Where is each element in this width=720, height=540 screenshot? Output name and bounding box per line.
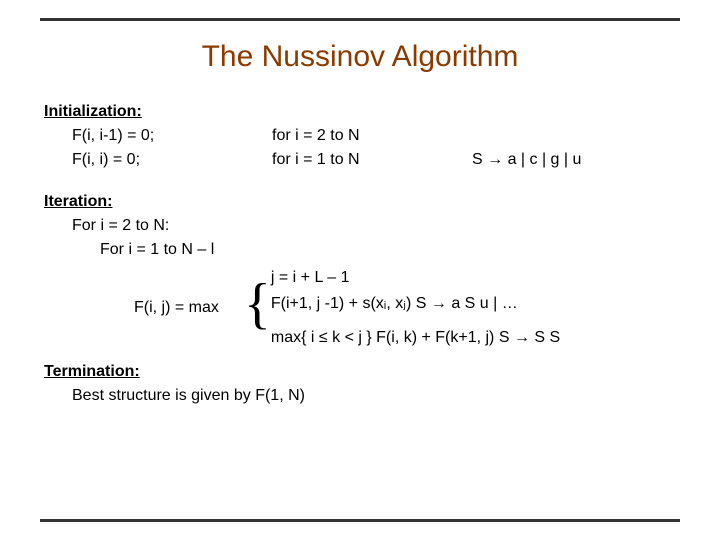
init-lhs-1: F(i, i-1) = 0; bbox=[72, 124, 272, 148]
init-range-1: for i = 2 to N bbox=[272, 124, 472, 148]
left-brace-icon: { bbox=[244, 281, 271, 335]
inner-loop: For i = 1 to N – l bbox=[44, 238, 680, 262]
recurrence-block: F(i, j) = max { j = i + L – 1 F(i+1, j -… bbox=[44, 266, 680, 350]
top-rule bbox=[40, 18, 680, 21]
init-grammar: S → a | c | g | u bbox=[472, 148, 680, 172]
case-1: j = i + L – 1 bbox=[271, 266, 560, 290]
iter-heading: Iteration: bbox=[44, 190, 680, 214]
init-row-1: F(i, i-1) = 0; for i = 2 to N bbox=[44, 124, 680, 148]
case-2: F(i+1, j -1) + s(xᵢ, xⱼ) S → a S u | … bbox=[271, 292, 560, 316]
content-area: Initialization: F(i, i-1) = 0; for i = 2… bbox=[44, 100, 680, 408]
outer-loop: For i = 2 to N: bbox=[44, 214, 680, 238]
term-text: Best structure is given by F(1, N) bbox=[44, 384, 680, 408]
case-3: max{ i ≤ k < j } F(i, k) + F(k+1, j) S →… bbox=[271, 318, 560, 350]
fij-label: F(i, j) = max bbox=[44, 296, 244, 320]
slide-title: The Nussinov Algorithm bbox=[0, 40, 720, 74]
cases: j = i + L – 1 F(i+1, j -1) + s(xᵢ, xⱼ) S… bbox=[271, 266, 560, 350]
init-row-2: F(i, i) = 0; for i = 1 to N S → a | c | … bbox=[44, 148, 680, 172]
init-lhs-2: F(i, i) = 0; bbox=[72, 148, 272, 172]
term-heading: Termination: bbox=[44, 360, 680, 384]
bottom-rule bbox=[40, 519, 680, 522]
init-range-2: for i = 1 to N bbox=[272, 148, 472, 172]
init-heading: Initialization: bbox=[44, 100, 680, 124]
